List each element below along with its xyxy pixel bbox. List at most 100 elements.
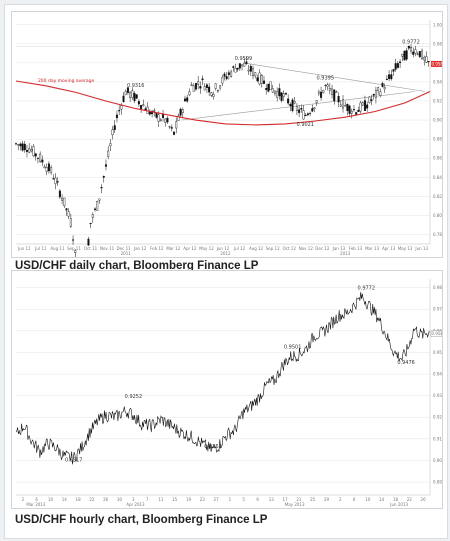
candle-body — [221, 77, 224, 84]
candle-body — [219, 85, 222, 89]
candle-body — [348, 105, 351, 114]
candle-body — [111, 129, 114, 136]
candle-body — [212, 94, 215, 97]
candle-body — [249, 66, 252, 72]
candle-body — [118, 110, 121, 112]
last-price-label: 0.9589 — [432, 61, 443, 66]
candle-body — [324, 84, 327, 86]
y-tick-label: 0.8600 — [433, 156, 442, 161]
candle-body — [21, 143, 24, 151]
candle-body — [166, 117, 169, 123]
candle-body — [313, 107, 316, 110]
x-tick-label: 21 — [296, 497, 302, 502]
candle-body — [19, 143, 22, 147]
candle-body — [135, 94, 138, 99]
candle-body — [333, 89, 336, 102]
candle-body — [306, 113, 309, 116]
candle-body — [89, 222, 92, 225]
y-tick-label: 0.8800 — [433, 137, 442, 142]
candle-body — [72, 239, 75, 242]
candle-body — [137, 101, 140, 105]
hourly-line-chart: 0.98000.97000.96000.95000.94000.93000.92… — [15, 279, 442, 507]
price-annotation: 0.9316 — [127, 83, 145, 89]
candle-body — [223, 73, 226, 77]
y-tick-label: 0.9700 — [433, 307, 442, 312]
y-tick-label: 0.9000 — [433, 458, 442, 463]
candle-body — [407, 45, 410, 49]
candle-body — [58, 190, 61, 198]
y-tick-label: 0.9200 — [433, 99, 442, 104]
candle-body — [17, 144, 20, 146]
candle-body — [291, 99, 294, 111]
price-annotation: 0.9395 — [317, 75, 335, 81]
candle-body — [254, 72, 257, 77]
x-axis: Jun 11 Jul 11 Aug 11 Sep 11 Oct 11 Nov 11 Dec … — [16, 243, 430, 251]
x-tick-label: Dec 11 — [117, 246, 132, 251]
y-tick-label: 0.9400 — [433, 79, 442, 84]
candle-body — [396, 63, 399, 68]
candle-body — [372, 94, 375, 96]
candles — [15, 44, 430, 257]
candle-body — [263, 80, 266, 84]
candle-body — [179, 108, 182, 116]
x-tick-label: 26 — [421, 497, 427, 502]
x-tick-label: Apr 12 — [183, 246, 197, 251]
candle-body — [252, 68, 255, 77]
x-tick-label: 26 — [103, 497, 109, 502]
candle-body — [47, 163, 50, 172]
y-tick-label: 0.8000 — [433, 213, 442, 218]
candle-body — [311, 108, 314, 112]
candle-body — [412, 51, 415, 55]
candle-body — [54, 177, 57, 184]
candle-body — [115, 114, 118, 119]
x-tick-label: 29 — [324, 497, 330, 502]
candle-body — [300, 108, 303, 110]
candle-body — [214, 83, 217, 89]
y-tick-label: 0.9300 — [433, 393, 442, 398]
candle-body — [203, 86, 206, 91]
x-tick-label: 15 — [172, 497, 178, 502]
period-label: Mar 2013 — [26, 502, 45, 507]
candle-body — [278, 88, 281, 97]
candle-body — [199, 86, 202, 89]
candle-body — [394, 63, 397, 70]
y-tick-label: 0.7800 — [433, 232, 442, 237]
candle-body — [142, 104, 145, 107]
candle-body — [304, 114, 307, 116]
x-axis: 2 6 10 14 18 22 26 30 3 7 11 15 19 23 27 1 5 9 13 17 21 25 29 2… — [16, 494, 430, 502]
candle-body — [61, 197, 64, 201]
candle-body — [241, 64, 244, 67]
candle-body — [45, 167, 48, 172]
candle-body — [374, 90, 377, 99]
candle-body — [287, 98, 290, 104]
x-tick-label: 14 — [379, 497, 385, 502]
x-tick-label: 30 — [117, 497, 123, 502]
last-price-flag — [430, 330, 442, 337]
candle-body — [425, 56, 428, 63]
candle-body — [98, 198, 101, 201]
price-annotation: 0.9599 — [235, 56, 253, 62]
candle-body — [201, 78, 204, 81]
candle-body — [133, 93, 136, 101]
hourly-chart-caption: USD/CHF hourly chart, Bloomberg Finance … — [15, 514, 268, 526]
price-annotation: 0.9501 — [284, 344, 302, 350]
candle-body — [100, 187, 103, 189]
candle-body — [225, 76, 228, 80]
x-tick-label: May 12 — [199, 246, 214, 251]
candle-body — [69, 218, 72, 227]
candle-body — [355, 112, 358, 115]
x-tick-label: Jul 11 — [34, 246, 47, 251]
candle-body — [350, 110, 353, 114]
x-tick-label: Mar 12 — [166, 246, 180, 251]
candle-body — [427, 61, 430, 63]
x-tick-label: 13 — [269, 497, 275, 502]
candle-body — [414, 49, 417, 54]
price-annotation: 0.9476 — [397, 360, 415, 366]
candle-body — [309, 112, 312, 114]
y-tick-label: 0.9400 — [433, 372, 442, 377]
candle-body — [322, 89, 325, 94]
candle-body — [181, 109, 184, 114]
candle-body — [381, 83, 384, 87]
x-tick-label: 10 — [365, 497, 371, 502]
candle-body — [370, 99, 373, 101]
